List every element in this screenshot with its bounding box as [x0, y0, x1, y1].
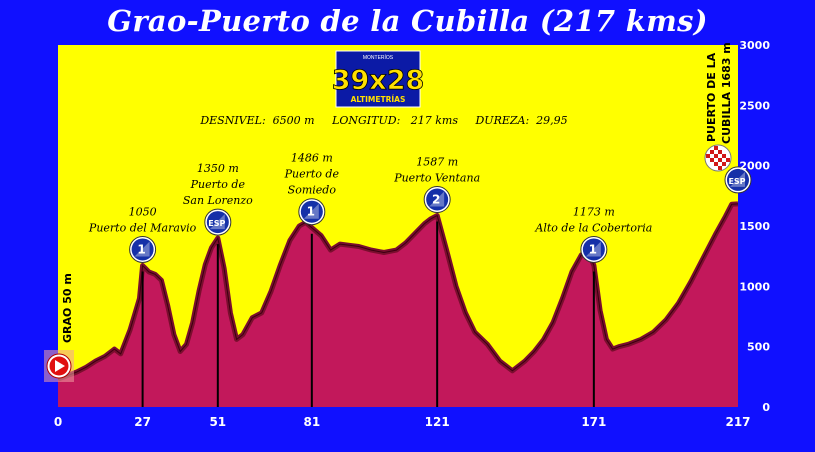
terrain-layer — [57, 201, 739, 407]
pass-label: Puerto del Maravio — [88, 221, 197, 234]
elevation-area — [58, 203, 738, 407]
y-tick-label: 2000 — [739, 160, 770, 173]
y-axis: 0 500 1000 1500 2000 2500 3000 — [739, 39, 770, 414]
stats-line: DESNIVEL: 6500 m LONGITUD: 217 kms DUREZ… — [199, 114, 567, 127]
x-axis: 0 27 51 81 121 171 217 — [54, 415, 751, 429]
svg-text:1: 1 — [307, 205, 315, 219]
pass-label: 1350 m — [197, 162, 239, 175]
y-tick-label: 1000 — [739, 280, 770, 293]
checker-cell — [726, 158, 730, 162]
pass-label: Alto de la Cobertoria — [534, 221, 652, 234]
svg-text:1: 1 — [589, 242, 597, 256]
finish-label-line2: CUBILLA 1683 m — [720, 42, 733, 144]
y-tick-label: 2500 — [739, 99, 770, 112]
checker-cell — [722, 154, 726, 158]
x-tick-label: 27 — [134, 415, 151, 429]
category-1-icon: 1 — [298, 198, 326, 226]
y-tick-label: 3000 — [739, 39, 770, 52]
finish-label-line1: PUERTO DE LA — [705, 52, 718, 142]
x-tick-label: 0 — [54, 415, 62, 429]
finish-flag-icon — [704, 144, 732, 172]
pass-label: Puerto de — [190, 178, 246, 191]
y-tick-label: 1500 — [739, 220, 770, 233]
x-tick-label: 171 — [581, 415, 606, 429]
category-esp-icon: ESP — [204, 208, 232, 236]
svg-text:ESP: ESP — [208, 219, 225, 228]
logo-main-text: 39x28 — [332, 65, 425, 96]
pass-marks: 1 ESP 1 2 1 ESP — [129, 166, 752, 407]
logo-small-text: MONTERÍOS — [363, 54, 394, 61]
chart-title: Grao-Puerto de la Cubilla (217 kms) — [107, 4, 708, 38]
checker-cell — [714, 154, 718, 158]
category-2-icon: 2 — [423, 186, 451, 214]
logo: MONTERÍOS 39x28 ALTIMETRÍAS — [331, 50, 425, 108]
pass-label: Puerto de — [284, 168, 340, 181]
elevation-line — [57, 203, 739, 380]
category-1-icon: 1 — [129, 235, 157, 263]
pass-label: 1587 m — [416, 156, 458, 169]
checker-pattern — [706, 146, 730, 170]
checker-cell — [718, 166, 722, 170]
pass-label: San Lorenzo — [183, 194, 253, 207]
svg-text:1: 1 — [137, 242, 145, 256]
checker-cell — [718, 150, 722, 154]
category-1-icon: 1 — [580, 235, 608, 263]
checker-cell — [706, 154, 710, 158]
pass-label: Puerto Ventana — [393, 172, 480, 185]
checker-cell — [722, 162, 726, 166]
pass-label: Somiedo — [288, 184, 337, 197]
x-tick-label: 121 — [425, 415, 450, 429]
x-tick-label: 81 — [303, 415, 320, 429]
checker-cell — [714, 146, 718, 150]
category-esp-icon: ESP — [724, 166, 752, 194]
checker-cell — [710, 150, 714, 154]
pass-labels: 1050 Puerto del Maravio 1350 m Puerto de San… — [88, 152, 652, 235]
logo-sub-text: ALTIMETRÍAS — [351, 95, 406, 104]
start-icon — [44, 350, 74, 382]
svg-text:2: 2 — [432, 193, 440, 207]
pass-label: 1486 m — [291, 152, 333, 165]
x-tick-label: 51 — [209, 415, 226, 429]
start-label: GRAO 50 m — [61, 273, 74, 343]
pass-label: 1173 m — [573, 205, 615, 218]
svg-text:ESP: ESP — [728, 177, 745, 186]
checker-cell — [718, 158, 722, 162]
checker-cell — [714, 162, 718, 166]
y-tick-label: 500 — [747, 341, 770, 354]
x-tick-label: 217 — [725, 415, 750, 429]
pass-label: 1050 — [129, 205, 157, 218]
checker-cell — [710, 158, 714, 162]
y-tick-label: 0 — [762, 401, 770, 414]
